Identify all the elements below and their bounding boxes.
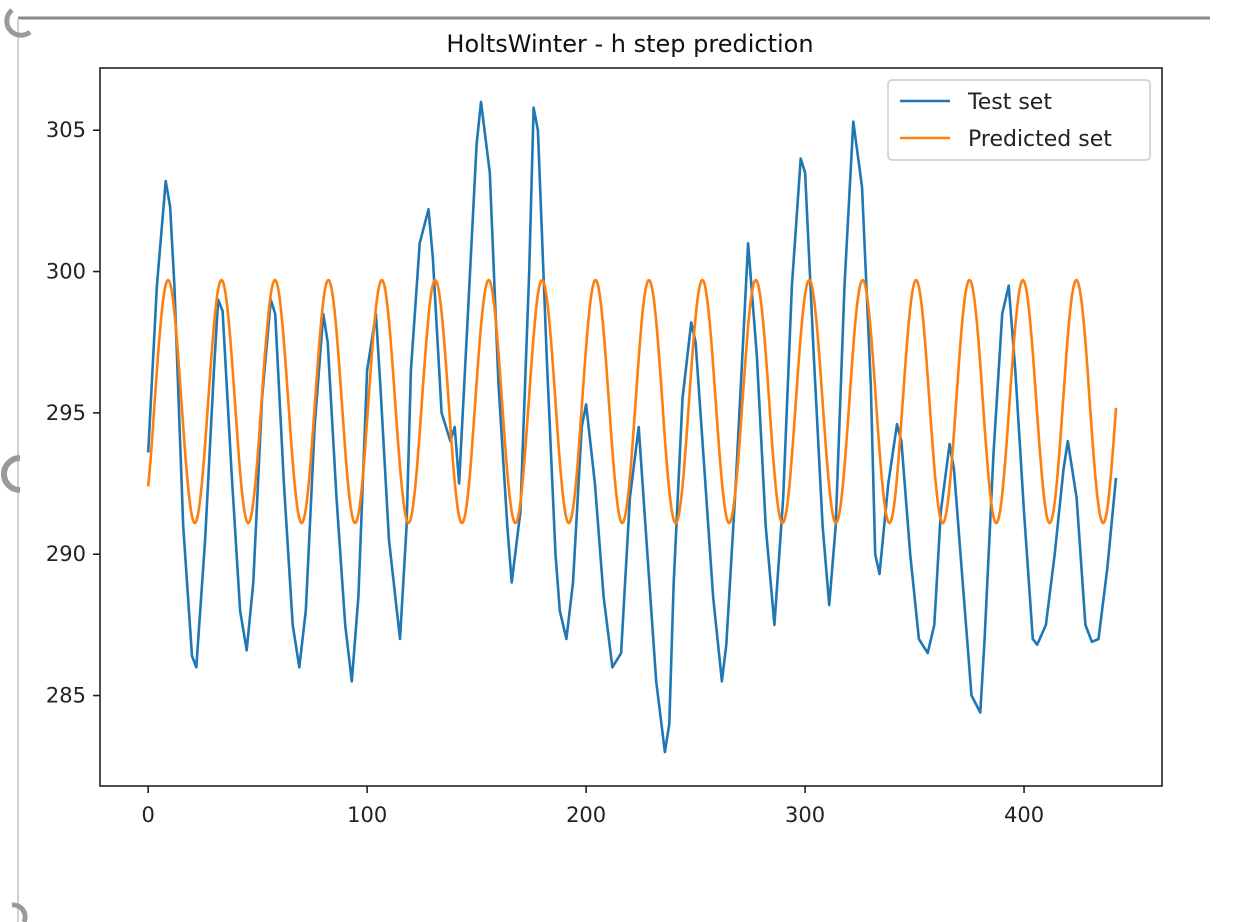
legend-label: Test set <box>967 90 1052 115</box>
axes-layer: 0 100 200 300 400 285 290 295 300 305 <box>46 67 1163 827</box>
series-line-test-set <box>146 100 1118 754</box>
series-layer <box>146 100 1118 754</box>
legend: Test set Predicted set <box>887 79 1151 161</box>
legend-label: Predicted set <box>968 127 1112 152</box>
x-tick-label: 0 <box>141 803 154 827</box>
x-tick-label: 200 <box>566 803 606 827</box>
x-tick-label: 400 <box>1004 803 1044 827</box>
y-tick-label: 285 <box>46 684 86 708</box>
legend-box <box>887 79 1151 161</box>
y-tick-label: 290 <box>46 542 86 566</box>
y-tick-label: 295 <box>46 401 86 425</box>
chart-title: HoltsWinter - h step prediction <box>446 30 813 58</box>
plot-frame <box>99 67 1163 787</box>
window-resize-handle-icon <box>11 902 28 922</box>
x-tick-label: 100 <box>347 803 387 827</box>
window-resize-handle-icon <box>1 455 21 493</box>
window-resize-handle-icon <box>4 8 32 38</box>
y-tick-label: 305 <box>46 118 86 142</box>
x-tick-label: 300 <box>785 803 825 827</box>
y-tick-label: 300 <box>46 260 86 284</box>
series-line-predicted-set <box>146 278 1118 525</box>
